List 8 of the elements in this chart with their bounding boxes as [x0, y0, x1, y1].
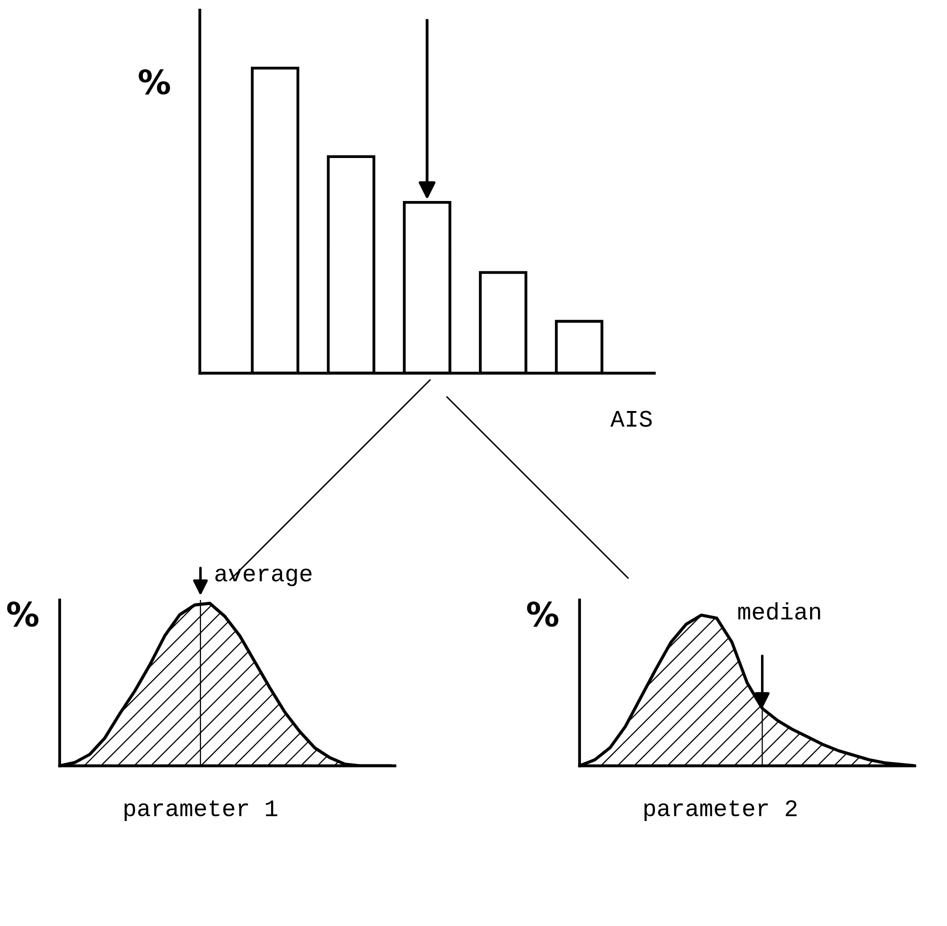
x-axis-title: AIS [610, 410, 652, 427]
x-axis-title: parameter 2 [644, 800, 797, 821]
y-axis-title: % [138, 69, 170, 94]
x-axis-title: parameter 1 [124, 800, 278, 821]
y-axis-title: % [527, 602, 558, 627]
text: average [215, 568, 312, 586]
y-axis-title: % [7, 602, 38, 627]
annotation: median [738, 602, 820, 620]
